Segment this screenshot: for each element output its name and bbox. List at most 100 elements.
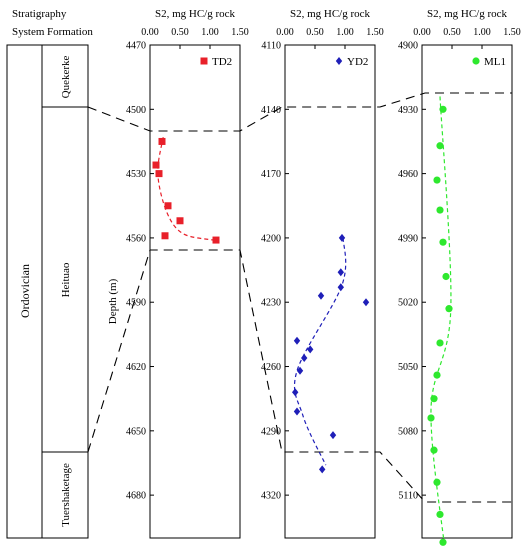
formation-label-tuershaketage: Tuershaketage — [60, 463, 72, 527]
data-point — [152, 161, 160, 169]
legend-marker — [472, 57, 480, 65]
header-formation: Formation — [47, 26, 93, 38]
data-point — [427, 414, 435, 422]
data-point — [439, 105, 447, 113]
plot-frame — [149, 44, 241, 539]
panel-ml1: S2, mg HC/g rock 0.00 0.50 1.00 1.50 4900 4930… — [398, 8, 521, 546]
x-tick-label: 1.50 — [231, 27, 249, 38]
formation-label-quekerke: Quekerke — [60, 56, 72, 99]
data-point — [433, 371, 441, 379]
correlation-bottom — [87, 249, 512, 503]
y-tick-label: 4230 — [261, 298, 281, 309]
data-point — [329, 431, 337, 440]
data-point — [433, 478, 441, 486]
data-point — [161, 232, 169, 240]
x-tick-label: 0.50 — [443, 27, 461, 38]
data-point — [176, 217, 184, 225]
y-tick-label: 4170 — [261, 169, 281, 180]
data-point — [430, 446, 438, 454]
y-tick-label: 4960 — [398, 169, 418, 180]
x-tick-label: 1.00 — [473, 27, 491, 38]
legend-label: ML1 — [484, 56, 506, 68]
x-tick-label: 0.00 — [141, 27, 159, 38]
panel-yd2: S2, mg HC/g rock 0.00 0.50 1.00 1.50 4110 4140… — [261, 8, 384, 539]
data-point — [158, 137, 166, 145]
panel-td2: S2, mg HC/g rock 0.00 0.50 1.00 1.50 4470 4500… — [107, 8, 249, 539]
x-axis-title: S2, mg HC/g rock — [290, 8, 371, 20]
header-stratigraphy: Stratigraphy — [12, 8, 67, 20]
y-tick-label: 4900 — [398, 41, 418, 52]
data-point — [362, 298, 370, 307]
data-point — [317, 291, 325, 300]
data-point — [433, 176, 441, 184]
y-tick-label: 4530 — [126, 169, 146, 180]
y-tick-label: 4560 — [126, 233, 146, 244]
correlation-lines — [87, 92, 512, 503]
y-tick-label: 5080 — [398, 426, 418, 437]
header-system: System — [12, 26, 45, 38]
y-tick-label: 4470 — [126, 41, 146, 52]
y-tick-label: 5020 — [398, 298, 418, 309]
y-tick-label: 4500 — [126, 105, 146, 116]
y-tick-label: 4620 — [126, 362, 146, 373]
legend-label: TD2 — [212, 56, 232, 68]
legend-marker — [200, 57, 208, 65]
data-point — [212, 236, 220, 244]
data-point — [439, 238, 447, 246]
data-point — [164, 202, 172, 210]
x-tick-label: 0.50 — [171, 27, 189, 38]
correlation-top — [87, 92, 512, 132]
y-tick-label: 5050 — [398, 362, 418, 373]
data-point — [292, 388, 299, 397]
data-point — [445, 305, 453, 313]
trend-line — [293, 237, 347, 466]
data-point — [337, 268, 344, 277]
data-point — [430, 395, 438, 403]
x-tick-label: 1.50 — [503, 27, 521, 38]
y-tick-label: 4290 — [261, 426, 281, 437]
legend-label: YD2 — [347, 56, 368, 68]
y-tick-label: 4590 — [126, 298, 146, 309]
formation-box — [41, 44, 89, 539]
y-tick-label: 4200 — [261, 233, 281, 244]
y-tick-label: 4990 — [398, 233, 418, 244]
x-axis-title: S2, mg HC/g rock — [155, 8, 236, 20]
data-point — [436, 339, 444, 347]
data-point — [301, 353, 308, 362]
data-point — [319, 465, 326, 474]
x-tick-label: 0.00 — [413, 27, 431, 38]
data-point — [296, 366, 304, 375]
data-point — [337, 283, 344, 292]
trend-line — [157, 137, 214, 241]
data-point — [293, 336, 301, 345]
data-point — [293, 407, 301, 416]
system-label: Ordovician — [18, 264, 32, 318]
y-tick-label: 4930 — [398, 105, 418, 116]
data-point — [436, 510, 444, 519]
data-point — [436, 206, 444, 214]
x-tick-label: 1.00 — [336, 27, 354, 38]
x-tick-label: 1.50 — [366, 27, 384, 38]
x-tick-label: 0.00 — [276, 27, 294, 38]
formation-label-heituao: Heituao — [60, 262, 72, 297]
strat-column: Ordovician Quekerke Heituao Tuershaketag… — [6, 44, 89, 539]
y-tick-label: 4650 — [126, 426, 146, 437]
y-tick-label: 4110 — [261, 41, 281, 52]
y-tick-label: 4680 — [126, 491, 146, 502]
x-axis-title: S2, mg HC/g rock — [427, 8, 508, 20]
data-point — [436, 142, 444, 150]
data-point — [155, 170, 163, 178]
y-tick-label: 4320 — [261, 491, 281, 502]
data-point — [338, 233, 346, 242]
data-point — [442, 272, 450, 281]
plot-frame — [284, 44, 376, 539]
legend-marker — [335, 57, 343, 65]
x-tick-label: 0.50 — [306, 27, 324, 38]
y-tick-label: 4260 — [261, 362, 281, 373]
y-tick-label: 4140 — [261, 105, 281, 116]
y-axis-title: Depth (m) — [107, 278, 119, 324]
chart-panels: S2, mg HC/g rock 0.00 0.50 1.00 1.50 4470 4500… — [107, 8, 521, 546]
plot-frame — [421, 44, 513, 539]
x-tick-label: 1.00 — [201, 27, 219, 38]
